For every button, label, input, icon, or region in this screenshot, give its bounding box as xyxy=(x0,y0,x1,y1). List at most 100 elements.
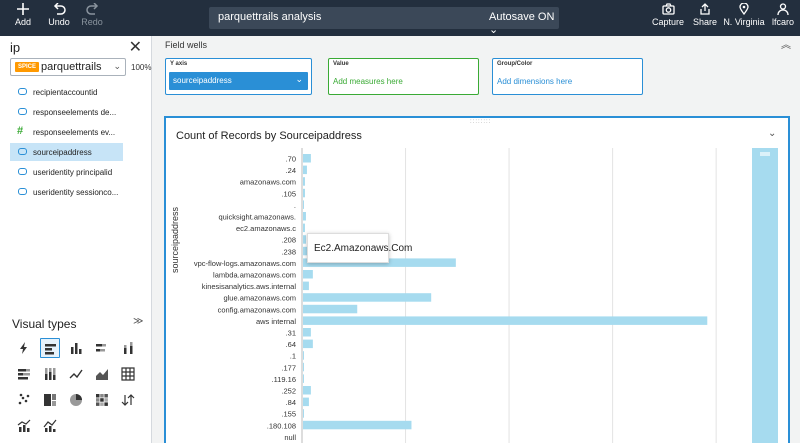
bar xyxy=(303,304,358,314)
percent-column-visual-button[interactable] xyxy=(40,364,60,384)
autosave-toggle[interactable]: Autosave ON ⌄ xyxy=(489,11,559,36)
field-label: recipientaccountid xyxy=(33,88,98,97)
field-label: useridentity sessionco... xyxy=(33,188,119,197)
stacked-bar-visual-button[interactable] xyxy=(92,338,112,358)
stacked-column-visual-button[interactable] xyxy=(118,338,138,358)
chevron-down-icon[interactable]: ⌄ xyxy=(768,128,777,139)
bar xyxy=(303,235,306,244)
chevron-down-icon[interactable]: ⌄ xyxy=(295,74,303,84)
region-selector[interactable]: N. Virginia xyxy=(721,3,767,27)
percent-bar-visual-button[interactable] xyxy=(14,364,34,384)
field-item[interactable]: # responseelements ev... xyxy=(10,123,123,141)
value-well-hint: Add measures here xyxy=(333,77,403,86)
collapse-icon[interactable]: ≫ xyxy=(133,316,144,327)
add-label: Add xyxy=(14,17,31,27)
collapse-icon[interactable]: ︽ xyxy=(781,40,791,51)
vertical-bar-visual-button[interactable] xyxy=(66,338,86,358)
bar-chart: sourceipaddress .70 .24 amazonaws.com .105.… xyxy=(166,148,788,443)
category-label: .84 xyxy=(286,398,296,407)
visual-card[interactable]: :::::::: Count of Records by Sourceipadd… xyxy=(164,116,790,443)
value-well[interactable]: Value Add measures here xyxy=(328,58,479,95)
scatter-plot-icon xyxy=(18,393,30,405)
share-button[interactable]: Share xyxy=(688,3,722,27)
tree-map-visual-button[interactable] xyxy=(40,390,60,410)
category-label: . xyxy=(294,201,296,210)
line-chart-visual-button[interactable] xyxy=(66,364,86,384)
field-label: sourceipaddress xyxy=(33,148,92,157)
category-label: amazonaws.com xyxy=(240,178,296,187)
field-item-selected[interactable]: sourceipaddress xyxy=(10,143,123,161)
user-menu[interactable]: lfcaro xyxy=(768,3,798,27)
y-axis-field-pill[interactable]: sourceipaddress ⌄ xyxy=(169,72,308,90)
capture-button[interactable]: Capture xyxy=(651,3,685,27)
y-axis-well-label: Y axis xyxy=(170,61,188,67)
redo-button[interactable]: Redo xyxy=(75,3,109,27)
y-axis-title: sourceipaddress xyxy=(170,206,180,273)
location-pin-icon xyxy=(739,3,749,15)
bar xyxy=(303,212,306,221)
share-icon xyxy=(700,3,710,15)
horizontal-bar-visual-button[interactable] xyxy=(40,338,60,358)
category-label: glue.amazonaws.com xyxy=(223,294,296,303)
category-label: kinesisanalytics.aws.internal xyxy=(202,282,297,291)
category-label: .31 xyxy=(286,329,296,338)
pie-chart-visual-button[interactable] xyxy=(66,390,86,410)
dimension-icon xyxy=(18,188,27,195)
y-axis-well[interactable]: Y axis sourceipaddress ⌄ xyxy=(165,58,312,95)
analysis-name[interactable]: parquettrails analysis xyxy=(218,11,322,23)
dimension-icon xyxy=(18,108,27,115)
pie-chart-icon xyxy=(70,394,82,406)
table-icon xyxy=(121,367,135,381)
value-well-label: Value xyxy=(333,61,349,67)
category-label: aws internal xyxy=(256,317,296,326)
vertical-bar-chart-icon xyxy=(71,343,82,354)
close-icon[interactable]: ✕ xyxy=(128,39,142,56)
dataset-name: parquettrails xyxy=(41,61,102,73)
category-label: quicksight.amazonaws. xyxy=(218,213,296,222)
heat-map-visual-button[interactable] xyxy=(92,390,112,410)
field-item[interactable]: recipientaccountid xyxy=(10,83,123,101)
bar xyxy=(303,362,304,372)
bar xyxy=(303,188,305,198)
category-label: .70 xyxy=(286,155,296,164)
sort-visual-button[interactable] xyxy=(118,390,138,410)
category-label: .155 xyxy=(281,410,296,419)
field-wells: Field wells ︽ Y axis sourceipaddress ⌄ V… xyxy=(153,36,800,111)
field-label: responseelements ev... xyxy=(33,128,116,137)
area-chart-visual-button[interactable] xyxy=(92,364,112,384)
line-combo-visual-button[interactable] xyxy=(40,416,60,436)
analysis-title-bar[interactable]: parquettrails analysis Autosave ON ⌄ xyxy=(209,7,559,36)
bar xyxy=(303,351,304,360)
scrollbar-thumb xyxy=(760,152,770,156)
autograph-visual-button[interactable] xyxy=(14,338,34,358)
scatter-plot-visual-button[interactable] xyxy=(14,390,34,410)
category-label: .180.108 xyxy=(267,421,296,430)
dimension-icon xyxy=(18,148,27,155)
dimension-icon xyxy=(18,88,27,95)
field-item[interactable]: useridentity sessionco... xyxy=(10,183,123,201)
undo-label: Undo xyxy=(48,17,70,27)
field-wells-title: Field wells xyxy=(165,40,208,50)
bar xyxy=(303,270,313,279)
bar xyxy=(303,316,708,325)
field-item[interactable]: useridentity principalid xyxy=(10,163,123,181)
user-label: lfcaro xyxy=(771,17,794,27)
table-visual-button[interactable] xyxy=(118,364,138,384)
field-item[interactable]: responseelements de... xyxy=(10,103,123,121)
top-toolbar: Add Undo Redo parquettrails analysis Aut… xyxy=(0,0,800,36)
group-color-well[interactable]: Group/Color Add dimensions here xyxy=(492,58,643,95)
stacked-column-chart-icon xyxy=(124,342,133,354)
drag-handle[interactable]: :::::::: xyxy=(470,119,492,125)
bar xyxy=(303,420,412,430)
undo-button[interactable]: Undo xyxy=(42,3,76,27)
visual-title: Count of Records by Sourceipaddress xyxy=(176,130,362,142)
field-search-input[interactable]: ip xyxy=(10,40,21,55)
field-search[interactable]: ip ✕ xyxy=(10,40,142,58)
group-color-well-hint: Add dimensions here xyxy=(497,77,573,86)
chart-tooltip: Ec2.Amazonaws.Com xyxy=(307,233,412,263)
bar xyxy=(303,293,432,302)
add-button[interactable]: Add xyxy=(6,3,40,27)
dimension-icon xyxy=(18,168,27,175)
dataset-select[interactable]: SPICE parquettrails ⌄ xyxy=(10,58,126,76)
combo-chart-visual-button[interactable] xyxy=(14,416,34,436)
